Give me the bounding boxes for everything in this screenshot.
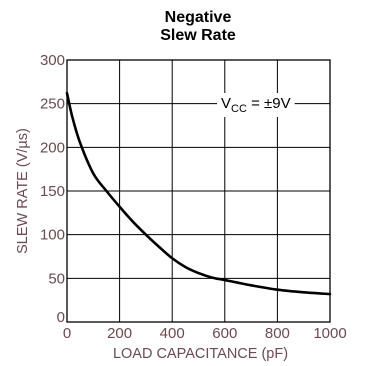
y-tick-labels: 0 50 100 150 200 250 300 (40, 52, 65, 326)
series-line-group (65, 91, 332, 296)
annotation-rest: = ±9V (247, 95, 291, 112)
y-tick-label: 150 (40, 183, 65, 200)
y-tick-label: 250 (40, 96, 65, 113)
y-axis-label: SLEW RATE (V/µs) (15, 128, 31, 254)
annotation-subscript: CC (231, 103, 247, 115)
annotation-base: V (221, 95, 231, 112)
x-tick-label: 400 (160, 325, 185, 342)
x-tick-labels: 0 200 400 600 800 1000 (63, 325, 347, 342)
plot-border (66, 59, 331, 323)
y-tick-label: 100 (40, 227, 65, 244)
y-tick-label: 50 (48, 270, 65, 287)
x-tick-label: 800 (265, 325, 290, 342)
y-tick-label: 200 (40, 139, 65, 156)
annotation-background (217, 93, 295, 117)
chart-title-line-2: Slew Rate (160, 27, 236, 44)
vcc-annotation: VCC = ±9V (217, 93, 295, 117)
x-tick-label: 200 (107, 325, 132, 342)
vcc-annotation-text: VCC = ±9V (221, 95, 291, 115)
plot-frame (66, 59, 331, 323)
x-axis-label: LOAD CAPACITANCE (pF) (113, 346, 288, 362)
chart-title-line-1: Negative (165, 9, 232, 26)
y-tick-label: 0 (57, 309, 65, 326)
x-tick-label: 600 (212, 325, 237, 342)
x-tick-label: 0 (63, 325, 71, 342)
series-line (65, 91, 332, 296)
y-tick-label: 300 (40, 52, 65, 69)
x-tick-label: 1000 (313, 325, 346, 342)
